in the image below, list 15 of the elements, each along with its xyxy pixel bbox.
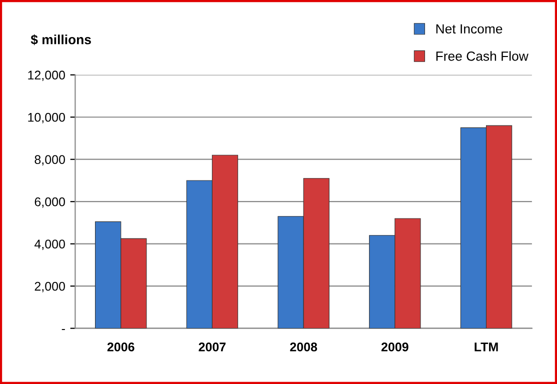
y-axis-title: $ millions <box>30 34 91 46</box>
x-tick-label: 2009 <box>381 342 408 352</box>
legend-label: Net Income <box>436 24 502 34</box>
y-tick-label: 4,000 <box>34 240 65 250</box>
y-tick-label: 8,000 <box>34 155 65 166</box>
x-tick-label: 2008 <box>290 342 318 352</box>
x-tick-label: 2006 <box>107 342 134 352</box>
y-tick-label: 6,000 <box>34 197 65 208</box>
x-tick-label: LTM <box>474 342 498 352</box>
y-tick-label: - <box>62 329 65 330</box>
y-tick-label: 2,000 <box>34 282 65 292</box>
y-tick-label: 10,000 <box>28 112 65 124</box>
legend-label: Free Cash Flow <box>436 51 528 61</box>
x-tick-label: 2007 <box>198 342 226 352</box>
y-tick-label: 12,000 <box>28 70 65 82</box>
